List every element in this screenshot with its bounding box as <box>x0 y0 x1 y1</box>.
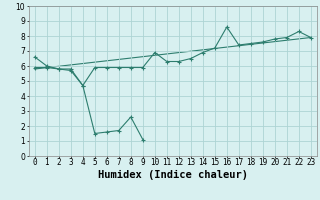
X-axis label: Humidex (Indice chaleur): Humidex (Indice chaleur) <box>98 170 248 180</box>
